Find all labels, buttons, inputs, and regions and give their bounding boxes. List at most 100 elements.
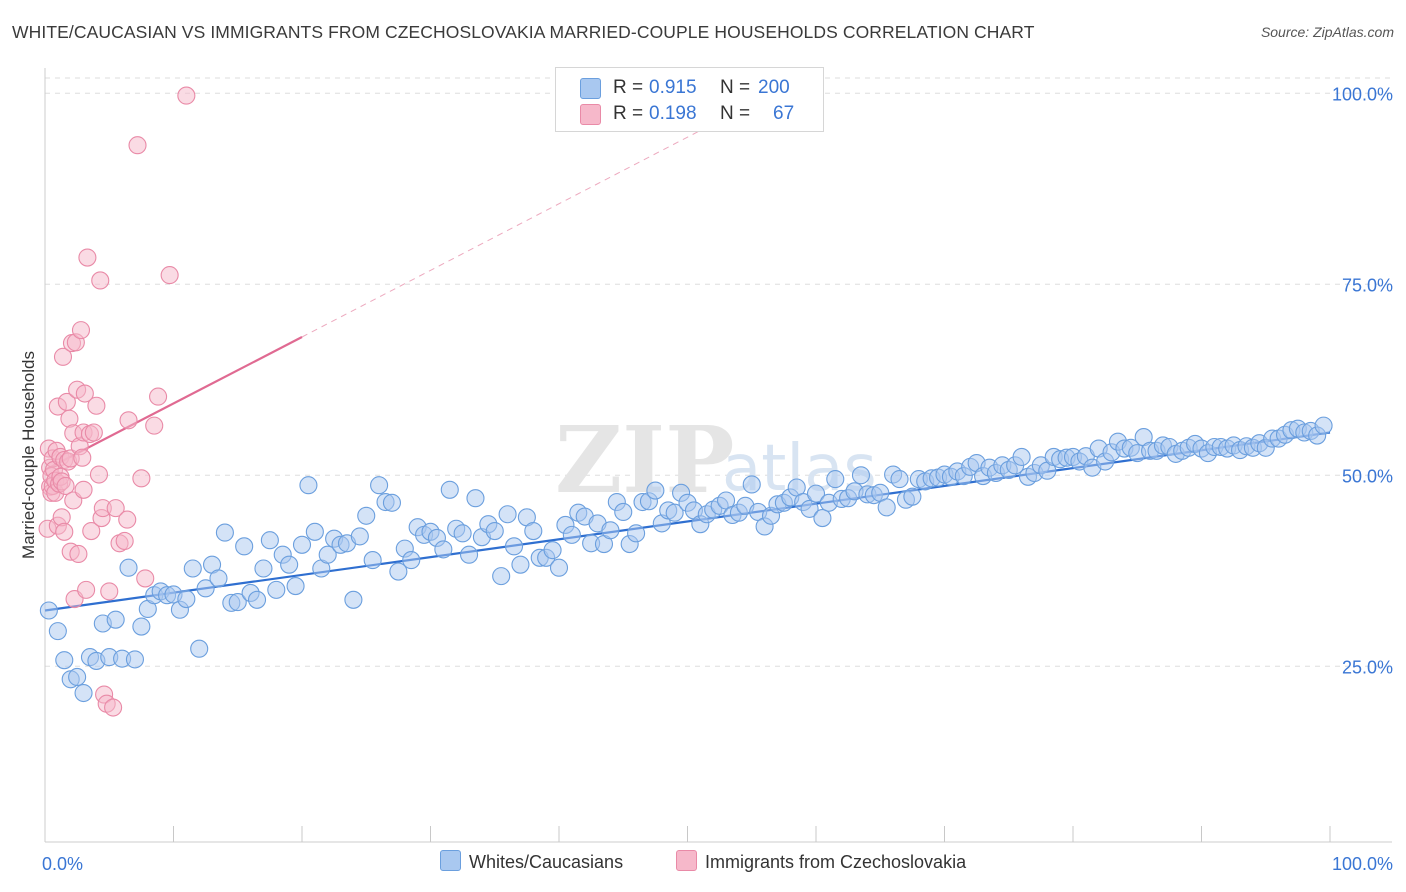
point-whites bbox=[601, 521, 620, 540]
point-czech bbox=[87, 396, 106, 415]
point-czech bbox=[75, 384, 94, 403]
point-whites bbox=[350, 527, 369, 546]
point-whites bbox=[125, 650, 144, 669]
point-czech bbox=[149, 387, 168, 406]
trend-lines bbox=[44, 123, 1331, 612]
point-whites bbox=[492, 567, 511, 586]
point-czech bbox=[145, 416, 164, 435]
point-whites bbox=[280, 555, 299, 574]
point-czech bbox=[115, 531, 134, 551]
point-czech bbox=[73, 448, 92, 467]
point-whites bbox=[562, 525, 581, 544]
legend-r-value: 0.915 bbox=[649, 77, 697, 98]
pink-trend-extension bbox=[301, 123, 714, 338]
point-whites bbox=[318, 545, 337, 564]
point-whites bbox=[247, 590, 267, 609]
legend-n-label: N = bbox=[720, 77, 751, 98]
point-whites bbox=[267, 580, 286, 599]
x-tick-label: 0.0% bbox=[42, 854, 83, 874]
point-whites bbox=[215, 523, 234, 542]
point-whites bbox=[344, 590, 363, 609]
point-whites bbox=[382, 493, 402, 512]
point-whites bbox=[851, 466, 871, 485]
y-tick-label: 25.0% bbox=[1342, 657, 1393, 677]
point-whites bbox=[254, 559, 273, 578]
bottom-legend-czech: Immigrants from Czechoslovakia bbox=[676, 850, 966, 873]
point-czech bbox=[53, 347, 73, 366]
point-whites bbox=[177, 589, 196, 609]
point-whites bbox=[39, 601, 58, 620]
bottom-legend-swatch-blue bbox=[440, 850, 461, 871]
point-whites bbox=[543, 541, 562, 560]
point-whites bbox=[742, 475, 761, 494]
point-whites bbox=[806, 484, 826, 503]
point-whites bbox=[614, 502, 633, 522]
point-whites bbox=[549, 558, 569, 577]
point-whites bbox=[813, 509, 832, 528]
point-czech bbox=[118, 510, 137, 529]
legend-r-label: R = bbox=[613, 77, 644, 98]
point-czech bbox=[74, 480, 93, 499]
point-czech bbox=[56, 476, 75, 496]
point-whites bbox=[459, 545, 479, 564]
point-whites bbox=[55, 651, 74, 670]
legend-swatch-blue bbox=[580, 78, 601, 99]
point-czech bbox=[100, 582, 119, 601]
point-whites bbox=[890, 470, 909, 489]
point-whites bbox=[357, 506, 376, 525]
point-whites bbox=[1314, 416, 1333, 435]
point-whites bbox=[183, 559, 202, 578]
point-whites bbox=[434, 540, 453, 559]
point-whites bbox=[209, 569, 228, 588]
point-whites bbox=[440, 480, 459, 499]
point-czech bbox=[91, 271, 110, 290]
gridlines bbox=[45, 77, 1392, 667]
point-czech bbox=[78, 248, 97, 267]
point-czech bbox=[132, 469, 151, 488]
point-whites bbox=[498, 505, 517, 524]
point-whites bbox=[826, 470, 845, 489]
point-czech bbox=[160, 266, 179, 285]
point-whites bbox=[235, 537, 254, 556]
legend-n-value: 200 bbox=[758, 77, 790, 98]
point-whites bbox=[453, 524, 472, 543]
point-whites bbox=[363, 551, 382, 570]
y-tick-label: 75.0% bbox=[1342, 275, 1393, 295]
point-czech bbox=[89, 465, 109, 484]
point-whites bbox=[627, 524, 646, 543]
point-whites bbox=[800, 499, 819, 518]
point-whites bbox=[1012, 447, 1031, 466]
blue-trend-line bbox=[44, 431, 1331, 612]
point-whites bbox=[389, 562, 408, 581]
source-label: Source: ZipAtlas.com bbox=[1260, 24, 1394, 40]
point-whites bbox=[48, 622, 67, 641]
point-czech bbox=[106, 499, 125, 518]
y-tick-label: 100.0% bbox=[1332, 84, 1393, 104]
point-czech bbox=[128, 136, 147, 155]
point-czech bbox=[55, 522, 74, 541]
point-whites bbox=[286, 577, 305, 596]
point-czech bbox=[77, 580, 96, 599]
point-czech bbox=[119, 411, 138, 430]
bottom-legend-swatch-pink bbox=[676, 850, 697, 871]
point-whites bbox=[292, 535, 312, 554]
point-whites bbox=[305, 522, 324, 541]
point-whites bbox=[228, 593, 247, 612]
y-tick-label: 50.0% bbox=[1342, 466, 1393, 486]
point-whites bbox=[190, 639, 209, 658]
point-whites bbox=[903, 487, 922, 506]
point-whites bbox=[665, 503, 684, 522]
legend-r-label: R = bbox=[613, 103, 644, 124]
chart-title: WHITE/CAUCASIAN VS IMMIGRANTS FROM CZECH… bbox=[12, 22, 1035, 42]
point-czech bbox=[177, 86, 196, 105]
point-whites bbox=[132, 617, 151, 636]
point-whites bbox=[106, 610, 125, 629]
point-whites bbox=[485, 522, 504, 541]
tick-labels: 25.0% 50.0% 75.0% 100.0% 0.0% 100.0% bbox=[42, 84, 1393, 874]
correlation-legend: R = 0.915 N = 200 R = 0.198 N = 67 bbox=[555, 67, 824, 132]
y-axis-label: Married-couple Households bbox=[19, 351, 38, 559]
point-whites bbox=[402, 551, 421, 570]
point-whites bbox=[511, 555, 530, 574]
point-whites bbox=[196, 579, 215, 598]
x-tick-label: 100.0% bbox=[1332, 854, 1393, 874]
